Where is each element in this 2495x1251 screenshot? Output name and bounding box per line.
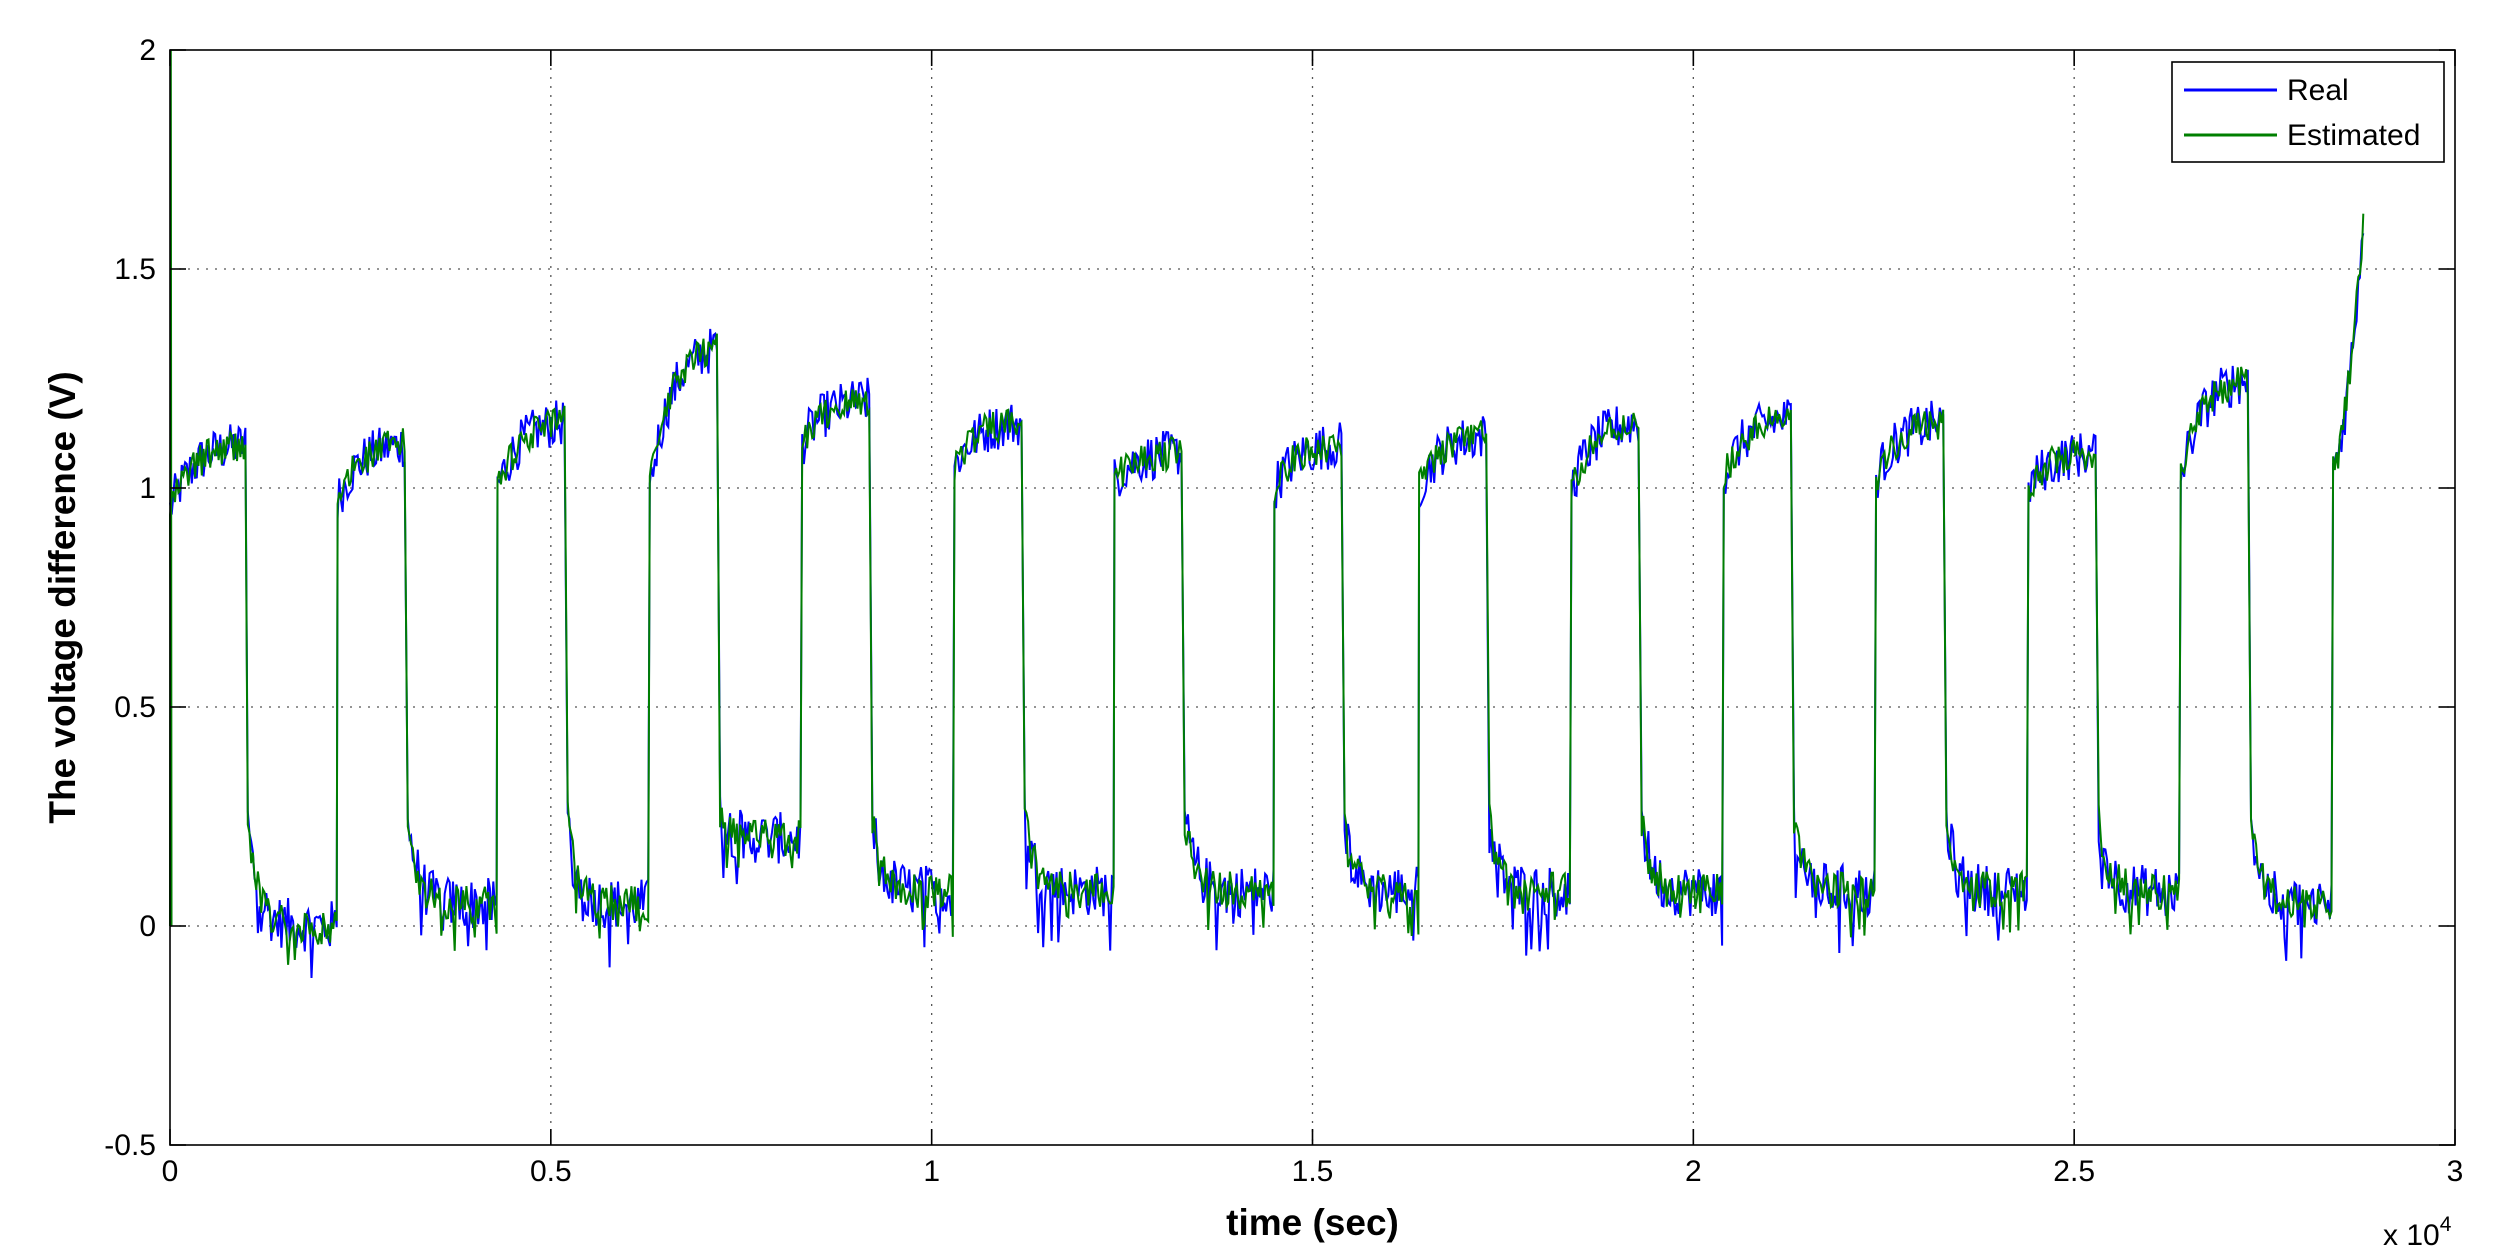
axis-ticks: 0 0.5 1 1.5 2 2.5 3-0.500.511.52	[104, 34, 2463, 1188]
y-tick-label: -0.5	[104, 1129, 156, 1162]
x-tick-label: 0	[162, 1155, 179, 1188]
x-tick-label: 1.5	[1292, 1155, 1334, 1188]
x-multiplier-base: x 10	[2383, 1219, 2440, 1251]
series-estimated	[168, 49, 2365, 965]
x-tick-label: 3	[2447, 1155, 2464, 1188]
y-tick-label: 0.5	[114, 691, 156, 724]
y-tick-label: 0	[139, 910, 156, 943]
x-tick-label: 2	[1685, 1155, 1702, 1188]
legend-box	[2171, 61, 2445, 163]
y-tick-label: 1.5	[114, 253, 156, 286]
y-tick-label: 1	[139, 472, 156, 505]
x-axis-label: time (sec)	[1226, 1202, 1399, 1243]
y-tick-label: 2	[139, 34, 156, 67]
legend-label-real: Real	[2287, 74, 2349, 107]
y-axis-label: The voltage difference (V)	[42, 371, 83, 823]
legend-label-estimated: Estimated	[2287, 119, 2420, 152]
legend: Real Estimated	[2171, 61, 2445, 163]
x-tick-label: 1	[923, 1155, 940, 1188]
x-tick-label: 0.5	[530, 1155, 572, 1188]
x-tick-label: 2.5	[2053, 1155, 2095, 1188]
x-multiplier-label: x 104	[2383, 1213, 2452, 1251]
series-line-estimated	[168, 49, 2365, 965]
x-multiplier-exponent: 4	[2440, 1213, 2452, 1236]
